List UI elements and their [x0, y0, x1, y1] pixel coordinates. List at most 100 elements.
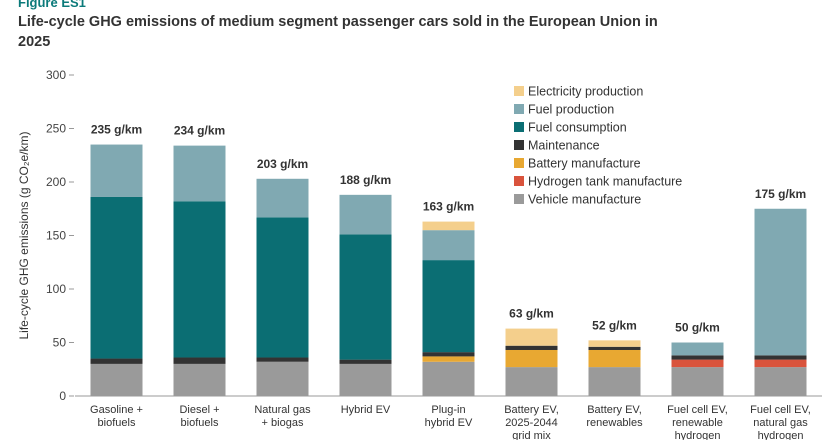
x-category-label-line: hydrogen	[675, 430, 721, 440]
x-category-label-line: Fuel cell EV,	[667, 404, 728, 416]
x-category-label: Natural gas + biogas	[254, 404, 311, 429]
legend-swatch	[514, 158, 524, 168]
bar-segment	[588, 340, 641, 347]
legend-label: Fuel production	[528, 103, 614, 117]
x-category-label-line: Plug-in	[431, 404, 465, 416]
x-category-label: Plug-in hybrid EV	[425, 404, 473, 429]
bar-segment	[339, 234, 392, 360]
bar-segment	[256, 178, 309, 218]
bar-total-label: 188 g/km	[340, 173, 391, 187]
legend-swatch	[514, 140, 524, 150]
bar-segment	[505, 328, 558, 346]
x-category-label-line: Natural gas	[254, 404, 311, 416]
x-category-label-line: Gasoline +	[90, 404, 143, 416]
legend-swatch	[514, 104, 524, 114]
bar-segment	[505, 367, 558, 396]
bar-segment	[754, 355, 807, 360]
bar-segment	[422, 361, 475, 396]
bar-segment	[256, 217, 309, 358]
bar-segment	[422, 221, 475, 231]
legend-label: Hydrogen tank manufacture	[528, 175, 682, 189]
x-category-label-line: Diesel +	[179, 404, 219, 416]
bar-segment	[90, 358, 143, 364]
y-axis-title: Life-cycle GHG emissions (g CO₂e/km)	[17, 131, 31, 339]
x-category-label-line: + biogas	[262, 417, 304, 429]
figure-label: Figure ES1	[18, 0, 86, 10]
bar-segment	[671, 342, 724, 356]
legend-swatch	[514, 194, 524, 204]
y-tick-label: 150	[46, 229, 66, 243]
bar-segment	[505, 349, 558, 368]
bar-group	[90, 144, 807, 396]
bar-total-label: 203 g/km	[257, 157, 308, 171]
x-category-label-line: biofuels	[181, 417, 219, 429]
bar-segment	[90, 196, 143, 359]
bar-segment	[671, 367, 724, 396]
bar-segment	[505, 345, 558, 350]
bar-segment	[754, 208, 807, 356]
y-tick-label: 50	[53, 336, 67, 350]
x-category-label-line: Battery EV,	[504, 404, 559, 416]
bar-segment	[90, 363, 143, 396]
bar-segment	[754, 367, 807, 396]
bar-total-label: 234 g/km	[174, 124, 225, 138]
bar-segment	[422, 230, 475, 261]
bar-segment	[588, 367, 641, 396]
bar-segment	[671, 355, 724, 360]
x-category-label-line: hydrogen	[758, 430, 804, 440]
bar-segment	[173, 363, 226, 396]
x-category-label: Gasoline + biofuels	[90, 404, 143, 429]
x-category-label: Hybrid EV	[341, 404, 391, 416]
legend-label: Fuel consumption	[528, 121, 627, 135]
bar-segment	[754, 359, 807, 368]
bar-segment	[90, 144, 143, 197]
bar-total-label: 163 g/km	[423, 200, 474, 214]
x-category-label-line: natural gas	[753, 417, 808, 429]
legend-label: Battery manufacture	[528, 157, 641, 171]
x-category-label: Battery EV, 2025-2044 grid mix	[504, 404, 559, 440]
bar-segment	[422, 260, 475, 353]
x-category-label-line: biofuels	[98, 417, 136, 429]
bar-segment	[588, 346, 641, 350]
y-tick-label: 300	[46, 68, 66, 82]
legend-swatch	[514, 122, 524, 132]
x-category-label-line: 2025-2044	[505, 417, 558, 429]
x-category-label: Fuel cell EV, natural gas hydrogen	[750, 404, 811, 440]
legend-label: Maintenance	[528, 139, 600, 153]
x-category-label: Fuel cell EV, renewable hydrogen	[667, 404, 728, 440]
bar-segment	[671, 359, 724, 368]
y-tick-label: 0	[59, 389, 66, 403]
bar-total-label: 52 g/km	[592, 318, 637, 332]
x-category-label: Battery EV, renewables	[586, 404, 643, 429]
bar-segment	[173, 145, 226, 202]
bar-segment	[588, 349, 641, 368]
bar-segment	[422, 352, 475, 357]
bar-total-label: 63 g/km	[509, 307, 554, 321]
y-tick-label: 250	[46, 122, 66, 136]
x-category-label: Diesel + biofuels	[179, 404, 219, 429]
bar-segment	[339, 363, 392, 396]
y-tick-label: 200	[46, 175, 66, 189]
chart-title: Life-cycle GHG emissions of medium segme…	[18, 14, 658, 50]
legend-swatch	[514, 86, 524, 96]
legend: Electricity production Fuel production Fue…	[514, 85, 682, 207]
bar-total-label: 175 g/km	[755, 187, 806, 201]
bar-total-label: 50 g/km	[675, 321, 720, 335]
x-category-label-line: Battery EV,	[587, 404, 642, 416]
legend-swatch	[514, 176, 524, 186]
x-category-label-line: hybrid EV	[425, 417, 473, 429]
x-category-label-line: renewable	[672, 417, 723, 429]
bar-segment	[173, 357, 226, 364]
bar-segment	[339, 194, 392, 235]
bar-segment	[256, 361, 309, 396]
x-category-label-line: grid mix	[512, 430, 551, 440]
legend-label: Electricity production	[528, 85, 643, 99]
x-category-label-line: renewables	[586, 417, 643, 429]
x-category-label-line: Fuel cell EV,	[750, 404, 811, 416]
bar-segment	[173, 201, 226, 358]
x-category-label-line: Hybrid EV	[341, 404, 391, 416]
bar-segment	[256, 357, 309, 362]
bar-segment	[339, 359, 392, 364]
